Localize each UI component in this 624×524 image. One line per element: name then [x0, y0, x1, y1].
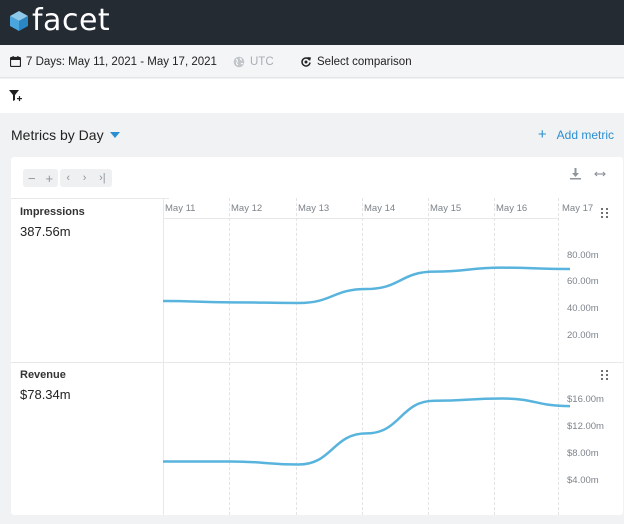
date-axis-label: May 13 — [298, 203, 330, 214]
zoom-controls: − + — [23, 169, 58, 187]
date-axis-label: May 17 — [562, 203, 594, 214]
grid-line — [362, 198, 363, 515]
jump-to-end-icon[interactable]: ›| — [99, 172, 106, 184]
download-icon[interactable] — [570, 168, 581, 180]
metric-name-revenue: Revenue — [20, 369, 66, 381]
section-header: Metrics by Day + Add metric — [0, 113, 624, 157]
toolbar: 7 Days: May 11, 2021 - May 17, 2021 UTC … — [0, 45, 624, 78]
caret-down-icon — [109, 132, 120, 138]
date-axis-label: May 16 — [496, 203, 528, 214]
cube-logo-icon[interactable] — [8, 10, 30, 32]
date-axis-label: May 11 — [165, 203, 196, 214]
zoom-out-icon[interactable]: − — [27, 170, 36, 186]
series-line-impressions — [162, 266, 571, 305]
add-metric-label: Add metric — [556, 128, 614, 142]
filter-bar — [0, 79, 624, 113]
timezone-selector[interactable]: UTC — [233, 45, 274, 78]
select-comparison-button[interactable]: Select comparison — [300, 45, 412, 78]
top-bar: facet — [0, 0, 624, 45]
date-range-label: 7 Days: May 11, 2021 - May 17, 2021 — [26, 55, 217, 68]
grid-line — [229, 198, 230, 515]
y-axis-tick: $16.00m — [567, 394, 604, 405]
y-axis-tick: $12.00m — [567, 421, 604, 432]
calendar-icon — [10, 56, 21, 67]
compare-icon — [301, 56, 311, 67]
chevron-right-icon[interactable]: › — [82, 172, 87, 184]
date-axis-label: May 12 — [231, 203, 263, 214]
date-axis-label: May 14 — [364, 203, 396, 214]
comparison-label: Select comparison — [317, 55, 412, 68]
y-axis-tick: 60.00m — [567, 276, 599, 287]
metric-total-revenue: $78.34m — [20, 387, 71, 402]
y-axis-tick: 80.00m — [567, 250, 599, 261]
series-line-revenue — [163, 397, 571, 466]
add-filter-icon[interactable] — [9, 90, 22, 102]
timezone-label: UTC — [250, 55, 274, 68]
drag-handle-icon[interactable] — [601, 208, 608, 218]
grid-line — [494, 198, 495, 515]
add-metric-button[interactable]: + Add metric — [537, 126, 614, 143]
row-divider — [11, 198, 169, 199]
globe-icon — [233, 56, 245, 67]
y-axis-tick: 20.00m — [567, 330, 599, 341]
grid-line — [428, 198, 429, 515]
y-axis-tick: 40.00m — [567, 303, 599, 314]
grid-line — [296, 198, 297, 515]
date-range-picker[interactable]: 7 Days: May 11, 2021 - May 17, 2021 — [10, 45, 217, 78]
y-axis-tick: $4.00m — [567, 475, 599, 486]
metric-name-impressions: Impressions — [20, 206, 85, 218]
expand-horizontal-icon[interactable] — [594, 168, 606, 180]
zoom-in-icon[interactable]: + — [45, 170, 54, 186]
metrics-card: − + ‹ › ›| May 11 May 12 May 13 May 14 M… — [11, 157, 623, 515]
drag-handle-icon[interactable] — [601, 370, 608, 380]
plus-icon: + — [537, 126, 547, 143]
date-axis-label: May 15 — [430, 203, 462, 214]
app-logo-text[interactable]: facet — [32, 3, 111, 38]
date-axis-divider — [163, 218, 558, 219]
row-divider — [11, 362, 623, 363]
section-title-label: Metrics by Day — [11, 127, 104, 143]
chevron-left-icon[interactable]: ‹ — [66, 172, 71, 184]
metrics-view-dropdown[interactable]: Metrics by Day — [11, 127, 120, 143]
metric-total-impressions: 387.56m — [20, 224, 71, 239]
pan-controls: ‹ › ›| — [60, 169, 112, 187]
axis-divider — [163, 198, 164, 515]
y-axis-tick: $8.00m — [567, 448, 599, 459]
grid-line — [558, 198, 559, 515]
